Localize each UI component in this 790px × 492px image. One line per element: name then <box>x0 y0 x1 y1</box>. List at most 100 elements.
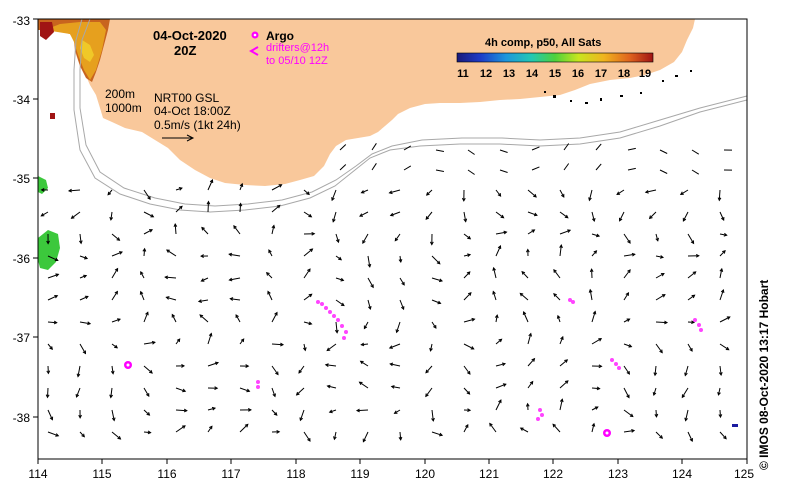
current-arrow-head <box>278 184 283 188</box>
current-arrow <box>655 255 664 258</box>
current-arrow <box>527 189 537 198</box>
current-arrow <box>523 311 529 323</box>
current-arrow-head <box>324 363 329 368</box>
current-arrow <box>559 229 571 235</box>
current-arrow-head <box>588 197 592 202</box>
current-arrow <box>425 211 433 220</box>
current-arrow-head <box>467 253 472 257</box>
current-arrow-head <box>389 362 394 367</box>
current-arrow <box>463 343 474 350</box>
current-arrow <box>201 277 209 282</box>
current-arrow <box>303 268 311 279</box>
current-arrow <box>563 143 570 151</box>
current-arrow-head <box>661 294 666 298</box>
current-arrow-head <box>199 314 204 318</box>
map-time: 20Z <box>174 43 196 58</box>
current-arrow-head <box>525 248 530 253</box>
current-arrow-head <box>564 380 569 384</box>
current-arrow-head <box>519 427 524 431</box>
current-arrow-head <box>84 255 89 260</box>
current-arrow-head <box>46 370 51 375</box>
current-arrow <box>649 211 657 219</box>
current-arrow-head <box>653 372 658 377</box>
current-arrow-head <box>525 402 530 407</box>
current-arrow <box>362 233 369 244</box>
current-arrow <box>390 211 401 216</box>
current-arrow-head <box>398 436 403 441</box>
isobath-1000-label: 1000m <box>105 101 142 115</box>
x-axis-labels: 114 115 116 117 118 119 120 121 122 123 … <box>28 467 754 481</box>
x-tick: 122 <box>543 467 563 481</box>
current-arrow-head <box>393 410 398 414</box>
current-arrow-head <box>552 423 557 428</box>
current-arrow <box>687 294 695 301</box>
current-arrow-head <box>720 289 725 293</box>
current-arrow-head <box>308 213 313 218</box>
current-arrow <box>718 189 721 201</box>
x-tick: 114 <box>28 467 47 481</box>
current-arrow <box>591 211 595 222</box>
current-arrow <box>680 189 689 195</box>
current-arrow <box>207 362 219 367</box>
current-arrow <box>111 291 118 301</box>
current-arrow-head <box>681 394 686 399</box>
current-arrow <box>557 315 561 323</box>
current-arrow-head <box>368 305 372 311</box>
current-arrow <box>143 211 154 218</box>
current-arrow <box>489 423 497 433</box>
current-arrow <box>719 233 727 236</box>
current-arrow <box>655 409 657 417</box>
current-arrow <box>623 365 630 375</box>
current-arrow-head <box>500 214 505 219</box>
current-arrow-head <box>55 273 60 277</box>
current-arrow <box>552 423 561 433</box>
current-arrow <box>719 289 724 301</box>
current-arrow-head <box>273 412 278 416</box>
current-arrow <box>335 321 338 333</box>
current-arrow <box>559 211 569 219</box>
current-arrow-head <box>425 192 430 196</box>
current-arrow <box>143 387 150 397</box>
current-arrow-head <box>659 349 663 354</box>
current-arrow <box>389 343 401 349</box>
current-arrow-head <box>388 190 393 195</box>
current-arrow-head <box>178 205 183 210</box>
current-arrow-head <box>272 393 276 398</box>
current-arrow-head <box>299 417 304 422</box>
current-arrow-head <box>54 257 59 262</box>
current-arrow <box>326 343 337 351</box>
current-arrow <box>329 409 337 413</box>
current-arrow <box>333 431 337 440</box>
current-arrow-head <box>145 393 150 398</box>
current-arrow <box>527 333 532 345</box>
current-arrow <box>371 143 377 151</box>
product-name: NRT00 GSL <box>154 91 219 105</box>
current-arrow-head <box>659 255 665 259</box>
current-arrow-head <box>308 293 313 298</box>
current-arrow <box>207 201 209 213</box>
current-arrow-head <box>401 281 405 286</box>
current-arrow <box>47 409 53 420</box>
current-arrow <box>588 189 593 201</box>
current-arrow <box>332 211 337 222</box>
current-arrow <box>207 407 216 411</box>
current-arrow <box>719 431 727 440</box>
current-arrow-head <box>54 295 59 299</box>
current-arrow <box>371 163 377 171</box>
current-arrow-head <box>564 359 569 363</box>
current-arrow-head <box>592 310 597 315</box>
x-tick: 118 <box>286 467 305 481</box>
current-arrow <box>111 233 120 241</box>
current-arrow <box>77 365 81 377</box>
current-arrow <box>367 277 374 288</box>
current-arrow <box>463 271 471 279</box>
current-arrow-head <box>564 214 569 219</box>
current-arrow-head <box>309 248 314 252</box>
current-arrow-head <box>114 290 118 295</box>
current-arrow-head <box>659 435 664 439</box>
current-arrow-head <box>117 436 122 440</box>
current-arrow-head <box>433 324 437 329</box>
current-arrow-head <box>388 345 393 349</box>
current-arrow-head <box>497 193 502 197</box>
current-arrow <box>239 387 250 392</box>
